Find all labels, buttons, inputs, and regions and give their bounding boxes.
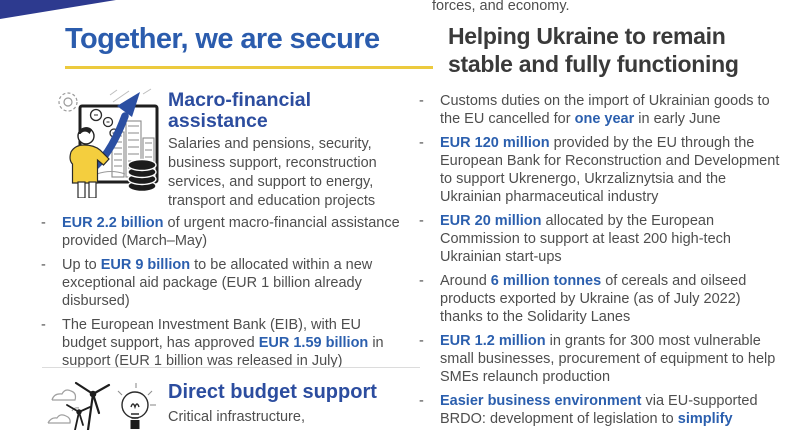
bullet-item: - EUR 1.2 million in grants for 300 most …	[419, 332, 787, 386]
bullet-dash: -	[41, 317, 46, 333]
bullet-text: The European Investment Bank (EIB), with…	[62, 317, 384, 369]
bullet-dash: -	[419, 213, 424, 229]
right-bullet-list: - Customs duties on the import of Ukraini…	[419, 92, 787, 430]
corner-banner-shape	[0, 0, 116, 19]
bullet-text: Around 6 million tonnes of cereals and o…	[440, 273, 747, 325]
growth-chart-illustration	[58, 88, 159, 198]
bullet-text: EUR 1.2 million in grants for 300 most v…	[440, 333, 776, 385]
bullet-item: - The European Investment Bank (EIB), wit…	[41, 316, 407, 370]
left-bullet-list: - EUR 2.2 billion of urgent macro-financi…	[41, 214, 407, 376]
title-underline	[65, 66, 433, 69]
right-column-heading: Helping Ukraine to remain stable and ful…	[448, 23, 739, 77]
section-description-direct-budget: Critical infrastructure,	[168, 409, 305, 425]
section-description-macro-financial: Salaries and pensions, security, busines…	[168, 136, 377, 209]
bullet-item: - Around 6 million tonnes of cereals and …	[419, 272, 787, 326]
bullet-text: Customs duties on the import of Ukrainia…	[440, 93, 770, 127]
bullet-dash: -	[41, 215, 46, 231]
bullet-dash: -	[419, 393, 424, 409]
page-title: Together, we are secure	[65, 23, 380, 55]
bullet-text: EUR 120 million provided by the EU throu…	[440, 135, 780, 205]
bullet-item: - Easier business environment via EU-supp…	[419, 392, 787, 430]
section-heading-macro-financial: Macro-financial assistance	[168, 89, 312, 132]
section-heading-direct-budget: Direct budget support	[168, 381, 377, 403]
top-paragraph-fragment: forces, and economy.	[432, 0, 570, 14]
bullet-text: Up to EUR 9 billion to be allocated with…	[62, 257, 373, 309]
bullet-item: - EUR 2.2 billion of urgent macro-financi…	[41, 214, 407, 250]
bullet-item: - EUR 20 million allocated by the Europea…	[419, 212, 787, 266]
section-divider	[42, 367, 420, 368]
bullet-dash: -	[419, 333, 424, 349]
bullet-dash: -	[419, 273, 424, 289]
bullet-item: - EUR 120 million provided by the EU thro…	[419, 134, 787, 206]
bullet-text: Easier business environment via EU-suppo…	[440, 393, 773, 430]
bullet-text: EUR 2.2 billion of urgent macro-financia…	[62, 215, 400, 249]
bullet-dash: -	[41, 257, 46, 273]
wind-turbines-lightbulb-illustration	[47, 381, 156, 430]
bullet-dash: -	[419, 135, 424, 151]
bullet-item: - Customs duties on the import of Ukraini…	[419, 92, 787, 128]
bullet-dash: -	[419, 93, 424, 109]
bullet-text: EUR 20 million allocated by the European…	[440, 213, 731, 265]
bullet-item: - Up to EUR 9 billion to be allocated wit…	[41, 256, 407, 310]
